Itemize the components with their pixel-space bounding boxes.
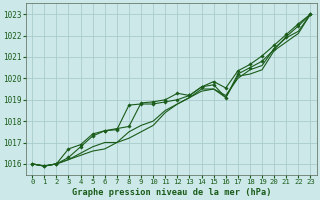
X-axis label: Graphe pression niveau de la mer (hPa): Graphe pression niveau de la mer (hPa) [72, 188, 271, 197]
